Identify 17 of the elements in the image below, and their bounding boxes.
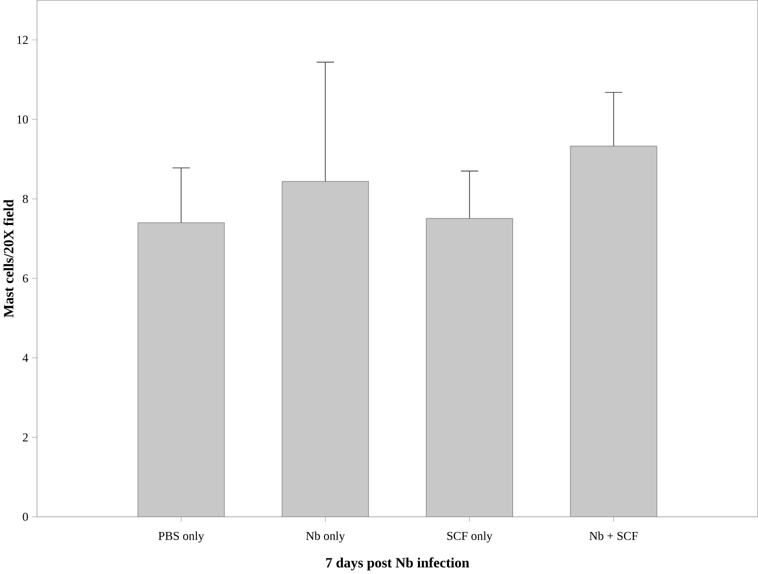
y-tick-label: 2 — [22, 433, 28, 442]
x-tick-label: Nb only — [306, 532, 345, 543]
x-tick-label: SCF only — [447, 532, 492, 543]
x-tick-label: Nb + SCF — [589, 532, 638, 540]
bar — [570, 146, 658, 517]
y-tick-label: 6 — [22, 274, 28, 283]
bar — [426, 218, 513, 517]
bar — [138, 222, 225, 517]
y-tick-label: 12 — [17, 36, 28, 44]
y-tick-label: 8 — [22, 194, 28, 204]
y-tick-label: 10 — [17, 115, 28, 124]
y-tick-label: 0 — [22, 512, 28, 522]
x-tick-label: PBS only — [158, 532, 204, 543]
bar — [282, 181, 369, 517]
y-tick-label: 4 — [22, 354, 28, 362]
x-axis-title: 7 days post Nb infection — [326, 558, 470, 571]
y-axis-title: Mast cells/20X field — [3, 200, 14, 318]
